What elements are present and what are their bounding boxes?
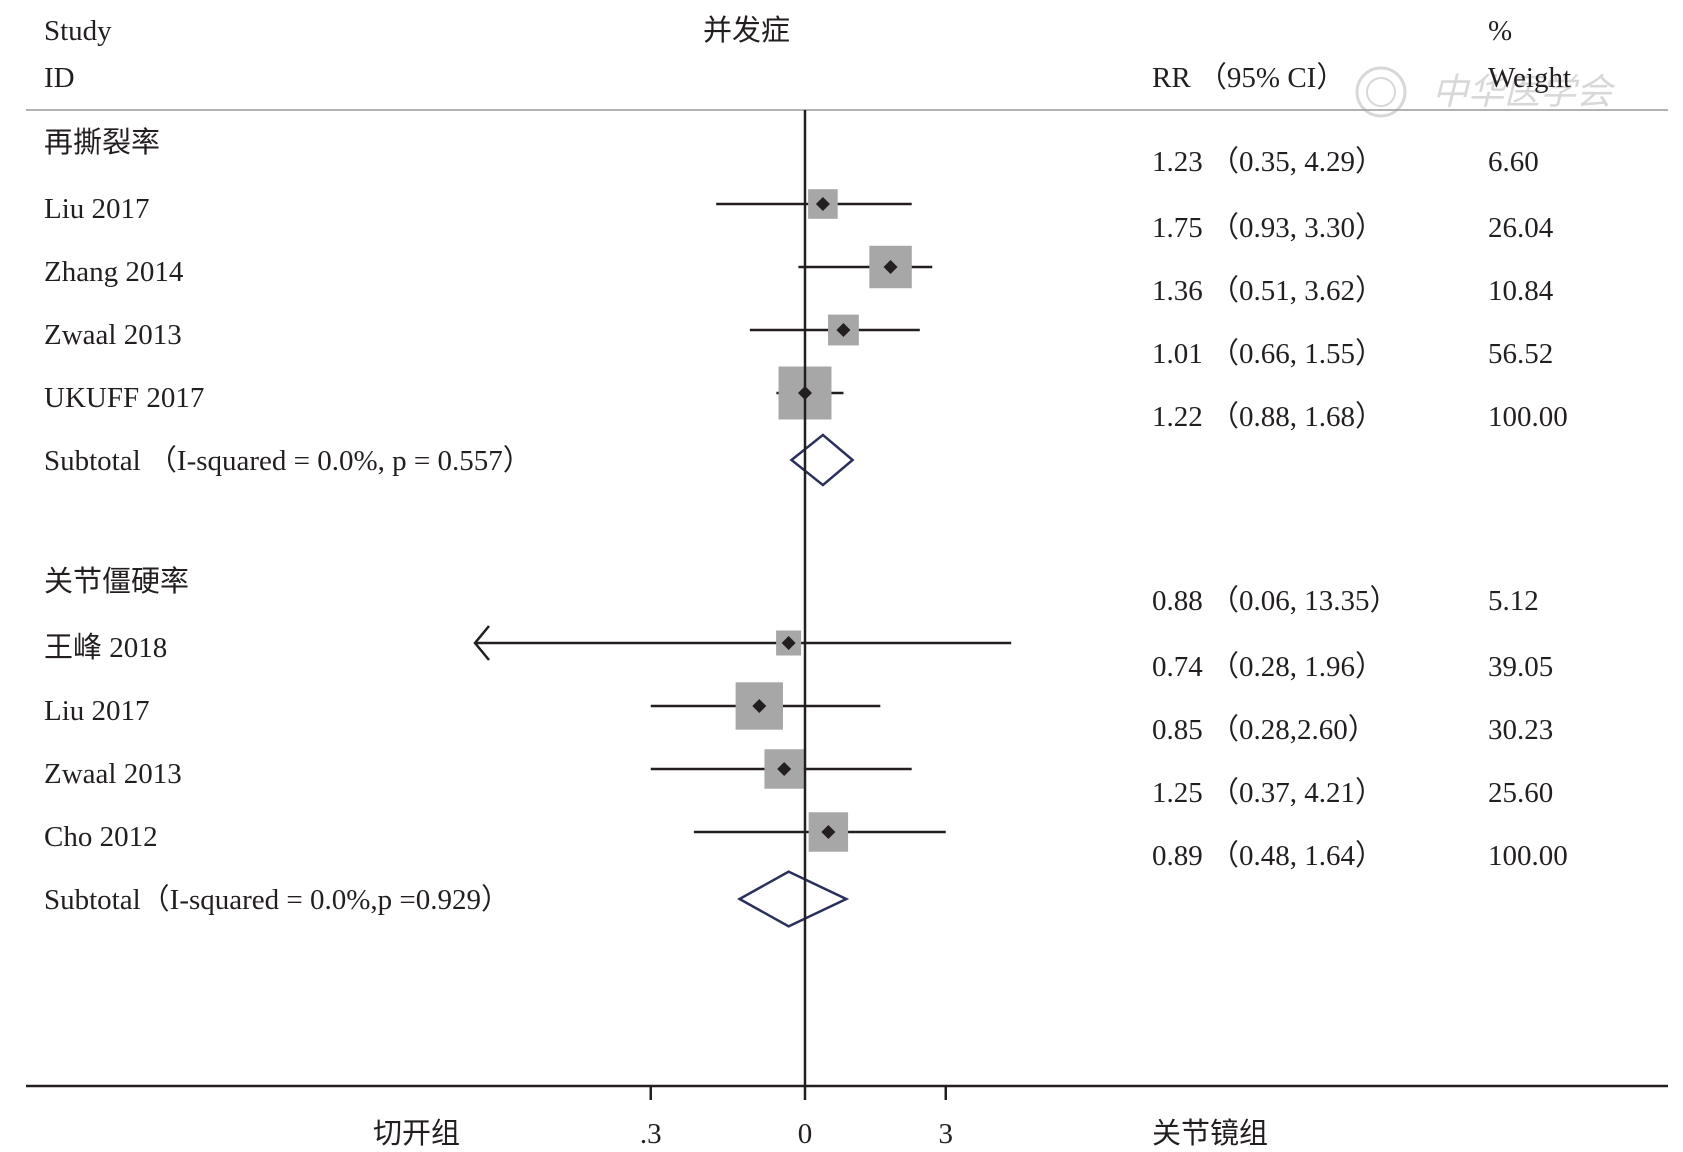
subtotal-diamond — [736, 870, 850, 928]
study-weight-text: 100.00 — [1488, 401, 1568, 433]
header-weight-pct: % — [1488, 15, 1512, 47]
header-study: Study — [44, 15, 112, 47]
study-ci-text: 1.01 （0.66, 1.55） — [1152, 338, 1384, 370]
study-weight-text: 26.04 — [1488, 212, 1554, 244]
group-heading: 关节僵硬率 — [44, 565, 189, 598]
x-axis-right-label: 关节镜组 — [1152, 1117, 1268, 1150]
study-weight-text: 25.60 — [1488, 777, 1553, 809]
subtotal-diamond — [789, 433, 855, 487]
study-label: Zhang 2014 — [44, 256, 184, 288]
study-weight-text: 56.52 — [1488, 338, 1553, 370]
study-label: Zwaal 2013 — [44, 758, 182, 790]
x-tick-label: .3 — [640, 1118, 662, 1150]
point-estimate — [836, 323, 851, 337]
study-weight-text: 10.84 — [1488, 275, 1554, 307]
study-label: UKUFF 2017 — [44, 382, 204, 414]
x-tick-label: 3 — [939, 1118, 954, 1150]
point-estimate — [815, 197, 830, 211]
study-ci-text: 0.74 （0.28, 1.96） — [1152, 651, 1384, 683]
study-weight-text: 100.00 — [1488, 840, 1568, 872]
header-rr: RR （95% CI） — [1152, 62, 1345, 94]
point-estimate — [777, 762, 792, 776]
study-weight-text: 39.05 — [1488, 651, 1553, 683]
x-tick-label: 0 — [798, 1118, 813, 1150]
group-weight-text: 5.12 — [1488, 585, 1539, 617]
group-rr-text: 1.23 （0.35, 4.29） — [1152, 146, 1384, 178]
ci-arrow-left — [473, 625, 490, 661]
subtotal-label: Subtotal （I-squared = 0.0%, p = 0.557） — [44, 445, 532, 477]
group-weight-text: 6.60 — [1488, 146, 1539, 178]
study-ci-text: 1.36 （0.51, 3.62） — [1152, 275, 1384, 307]
study-label: 王峰 2018 — [44, 631, 167, 664]
study-ci-text: 0.85 （0.28,2.60） — [1152, 714, 1377, 746]
point-estimate — [883, 260, 898, 274]
study-label: Liu 2017 — [44, 695, 150, 727]
header-id: ID — [44, 62, 75, 94]
point-estimate — [752, 699, 767, 713]
svg-text:中华医学会: 中华医学会 — [1432, 72, 1616, 113]
point-estimate — [821, 825, 836, 839]
study-label: Liu 2017 — [44, 193, 150, 225]
point-estimate — [781, 636, 796, 650]
header-weight: Weight — [1488, 62, 1571, 94]
study-ci-text: 1.25 （0.37, 4.21） — [1152, 777, 1384, 809]
group-rr-text: 0.88 （0.06, 13.35） — [1152, 585, 1399, 617]
study-rows: 再撕裂率 1.23 （0.35, 4.29） 6.60 Liu 2017 1.75 （0… — [44, 126, 1568, 928]
study-ci-text: 1.75 （0.93, 3.30） — [1152, 212, 1384, 244]
x-axis-left-label: 切开组 — [373, 1117, 460, 1150]
study-ci-text: 1.22 （0.88, 1.68） — [1152, 401, 1384, 433]
x-axis-ticks: .3 0 3 — [640, 1086, 953, 1150]
study-label: Zwaal 2013 — [44, 319, 182, 351]
watermark-logo: 中华医学会 — [1355, 66, 1616, 118]
study-label: Cho 2012 — [44, 821, 158, 853]
subtotal-label: Subtotal（I-squared = 0.0%,p =0.929） — [44, 884, 510, 916]
study-ci-text: 0.89 （0.48, 1.64） — [1152, 840, 1384, 872]
chart-title: 并发症 — [703, 14, 790, 47]
group-heading: 再撕裂率 — [44, 126, 160, 159]
study-weight-text: 30.23 — [1488, 714, 1553, 746]
